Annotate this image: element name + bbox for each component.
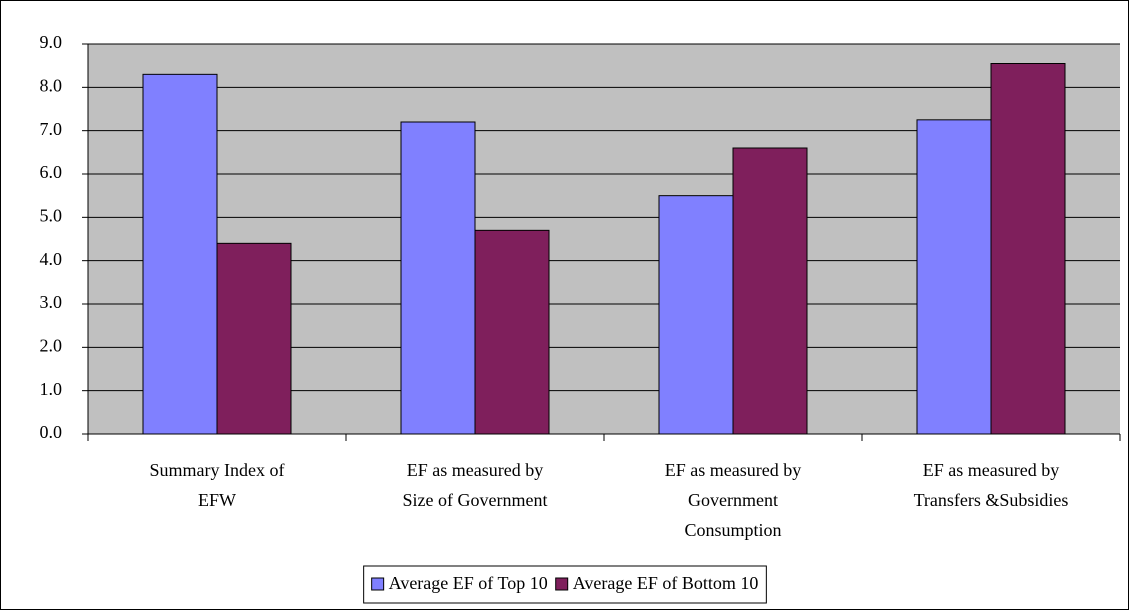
bar (916, 119, 992, 435)
y-tick-label: 3.0 (40, 292, 63, 312)
y-tick-label: 1.0 (40, 379, 63, 399)
y-tick-label: 5.0 (40, 205, 63, 225)
bar (400, 121, 476, 435)
y-tick-label: 8.0 (40, 75, 63, 95)
x-tick-label: EF as measured by (923, 460, 1059, 480)
legend-label: Average EF of Top 10 (389, 573, 548, 593)
legend-swatch (371, 577, 385, 591)
y-tick-label: 7.0 (40, 119, 63, 139)
x-tick-label: EF as measured by (407, 460, 543, 480)
y-tick-label: 6.0 (40, 162, 63, 182)
legend-swatch (555, 577, 569, 591)
bar (474, 229, 550, 435)
bar (990, 63, 1066, 435)
y-tick-label: 9.0 (40, 32, 63, 52)
x-tick-label: Transfers &Subsidies (914, 490, 1069, 510)
y-tick-label: 0.0 (40, 422, 63, 442)
x-tick-label: Size of Government (403, 490, 548, 510)
x-tick-label: Consumption (684, 520, 781, 540)
x-tick-label: Government (688, 490, 778, 510)
x-tick-label: Summary Index of (150, 460, 285, 480)
bar (658, 195, 734, 435)
x-tick-label: EFW (198, 490, 236, 510)
bar (732, 147, 808, 435)
y-tick-label: 4.0 (40, 249, 63, 269)
legend-label: Average EF of Bottom 10 (573, 573, 759, 593)
bar (142, 73, 218, 435)
x-tick-label: EF as measured by (665, 460, 801, 480)
bar (216, 242, 292, 435)
y-tick-label: 2.0 (40, 335, 63, 355)
